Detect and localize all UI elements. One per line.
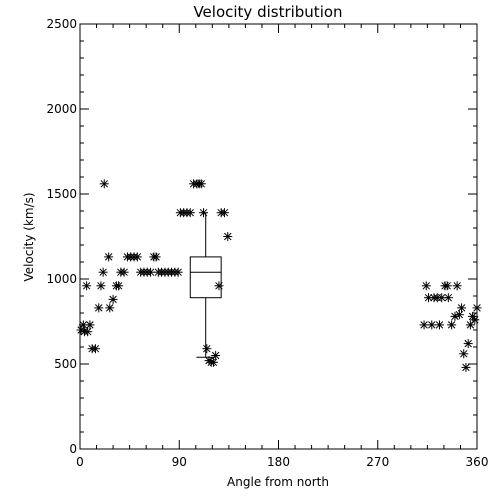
y-tick-label: 1500	[46, 187, 77, 201]
data-point	[454, 310, 464, 320]
x-tick-label: 90	[172, 455, 187, 469]
x-tick-label: 180	[267, 455, 290, 469]
y-tick-label: 0	[69, 442, 77, 456]
x-tick-label: 270	[366, 455, 389, 469]
data-point	[465, 320, 475, 330]
y-tick-label: 2500	[46, 17, 77, 31]
data-point	[96, 281, 106, 291]
data-point	[104, 252, 114, 262]
data-point	[208, 357, 218, 367]
data-point	[196, 179, 206, 189]
y-axis: 0 500 1000 1500 2000 2500	[46, 17, 477, 456]
x-axis-label: Angle from north	[227, 475, 329, 489]
data-point	[435, 320, 445, 330]
data-point	[114, 281, 124, 291]
chart-title: Velocity distribution	[193, 3, 342, 21]
y-axis-label: Velocity (km/s)	[22, 192, 36, 281]
data-point	[421, 281, 431, 291]
data-point	[199, 208, 209, 218]
x-tick-label: 360	[466, 455, 489, 469]
data-point	[108, 294, 118, 304]
data-point	[223, 232, 233, 241]
y-tick-label: 500	[54, 357, 77, 371]
data-point	[173, 267, 183, 277]
data-point	[151, 252, 161, 262]
data-point	[185, 208, 195, 218]
data-point	[211, 351, 221, 360]
data-point	[459, 349, 469, 359]
data-point	[90, 344, 100, 354]
data-points	[76, 179, 482, 372]
data-point	[99, 179, 109, 189]
data-point	[98, 267, 108, 277]
data-point	[461, 362, 471, 372]
data-point	[105, 303, 115, 313]
data-point	[437, 293, 447, 303]
y-tick-label: 2000	[46, 102, 77, 116]
x-axis: 0 90 180 270 360	[76, 24, 488, 469]
data-point	[427, 320, 437, 330]
plot-frame	[79, 23, 478, 450]
data-point	[463, 339, 473, 349]
y-tick-label: 1000	[46, 272, 77, 286]
data-point	[82, 281, 92, 291]
box-plot	[189, 212, 222, 358]
interquartile-box	[189, 256, 222, 299]
data-point	[452, 281, 462, 291]
data-point	[457, 303, 467, 313]
data-point	[219, 208, 229, 218]
data-point	[214, 281, 224, 291]
data-point	[146, 267, 156, 277]
data-point	[83, 327, 93, 337]
data-point	[447, 320, 457, 330]
data-point	[443, 293, 453, 303]
data-point	[423, 293, 433, 303]
data-point	[94, 303, 104, 313]
data-point	[472, 303, 482, 313]
data-point	[132, 252, 142, 262]
data-point	[119, 267, 129, 277]
data-point	[419, 320, 429, 330]
data-point	[450, 311, 460, 321]
x-tick-label: 0	[76, 455, 84, 469]
data-point	[202, 344, 212, 354]
data-point	[470, 315, 480, 325]
data-point	[442, 281, 452, 291]
data-point	[85, 320, 95, 330]
